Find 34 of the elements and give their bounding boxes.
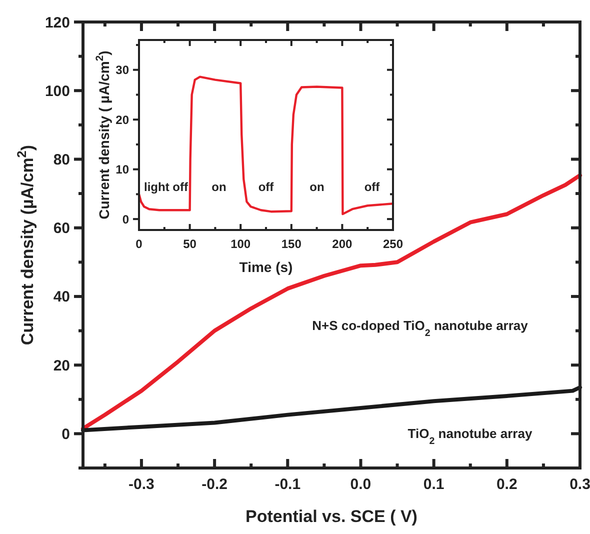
annotation: off (364, 180, 381, 194)
x-tick-label: 200 (332, 237, 353, 251)
x-tick-label: -0.1 (274, 476, 301, 493)
x-tick-label: 0.1 (423, 476, 444, 493)
y-tick-label: 20 (116, 112, 130, 127)
annotation: on (212, 180, 226, 194)
y-tick-label: 100 (44, 82, 70, 100)
text: N+S co-doped TiO$_{2}$ nanotube array (312, 318, 529, 338)
x-tick-label: 50 (183, 237, 197, 251)
series-label: TiO$_{2}$ nanotube array (408, 426, 533, 446)
x-tick-label: 250 (382, 237, 404, 251)
x-tick-label: 0.0 (350, 476, 372, 493)
annotation: off (258, 180, 275, 194)
y-tick-label: 80 (53, 151, 70, 168)
y-tick-label: 10 (116, 162, 130, 177)
y-tick-label: 40 (53, 288, 70, 306)
y-tick-label: 0 (62, 426, 70, 443)
x-axis-title: Time (s) (239, 259, 293, 275)
x-tick-label: -0.3 (128, 476, 154, 493)
x-tick-label: 0.3 (570, 476, 590, 493)
line-series (138, 76, 394, 216)
y-tick-label: 30 (116, 63, 130, 78)
annotation: light off (144, 180, 189, 194)
y-tick-label: 0 (122, 212, 130, 226)
x-tick-label: 0.2 (496, 476, 518, 493)
x-axis-title: Potential vs. SCE ( V) (246, 507, 418, 526)
x-tick-label: 100 (230, 237, 251, 251)
x-tick-label: 150 (281, 237, 302, 251)
y-tick-label: 60 (53, 220, 70, 238)
y-tick-label: 20 (53, 357, 70, 374)
y-tick-label: 120 (44, 14, 70, 32)
annotation: on (310, 180, 324, 194)
x-tick-label: -0.2 (202, 476, 228, 493)
x-tick-label: 0 (136, 237, 143, 251)
